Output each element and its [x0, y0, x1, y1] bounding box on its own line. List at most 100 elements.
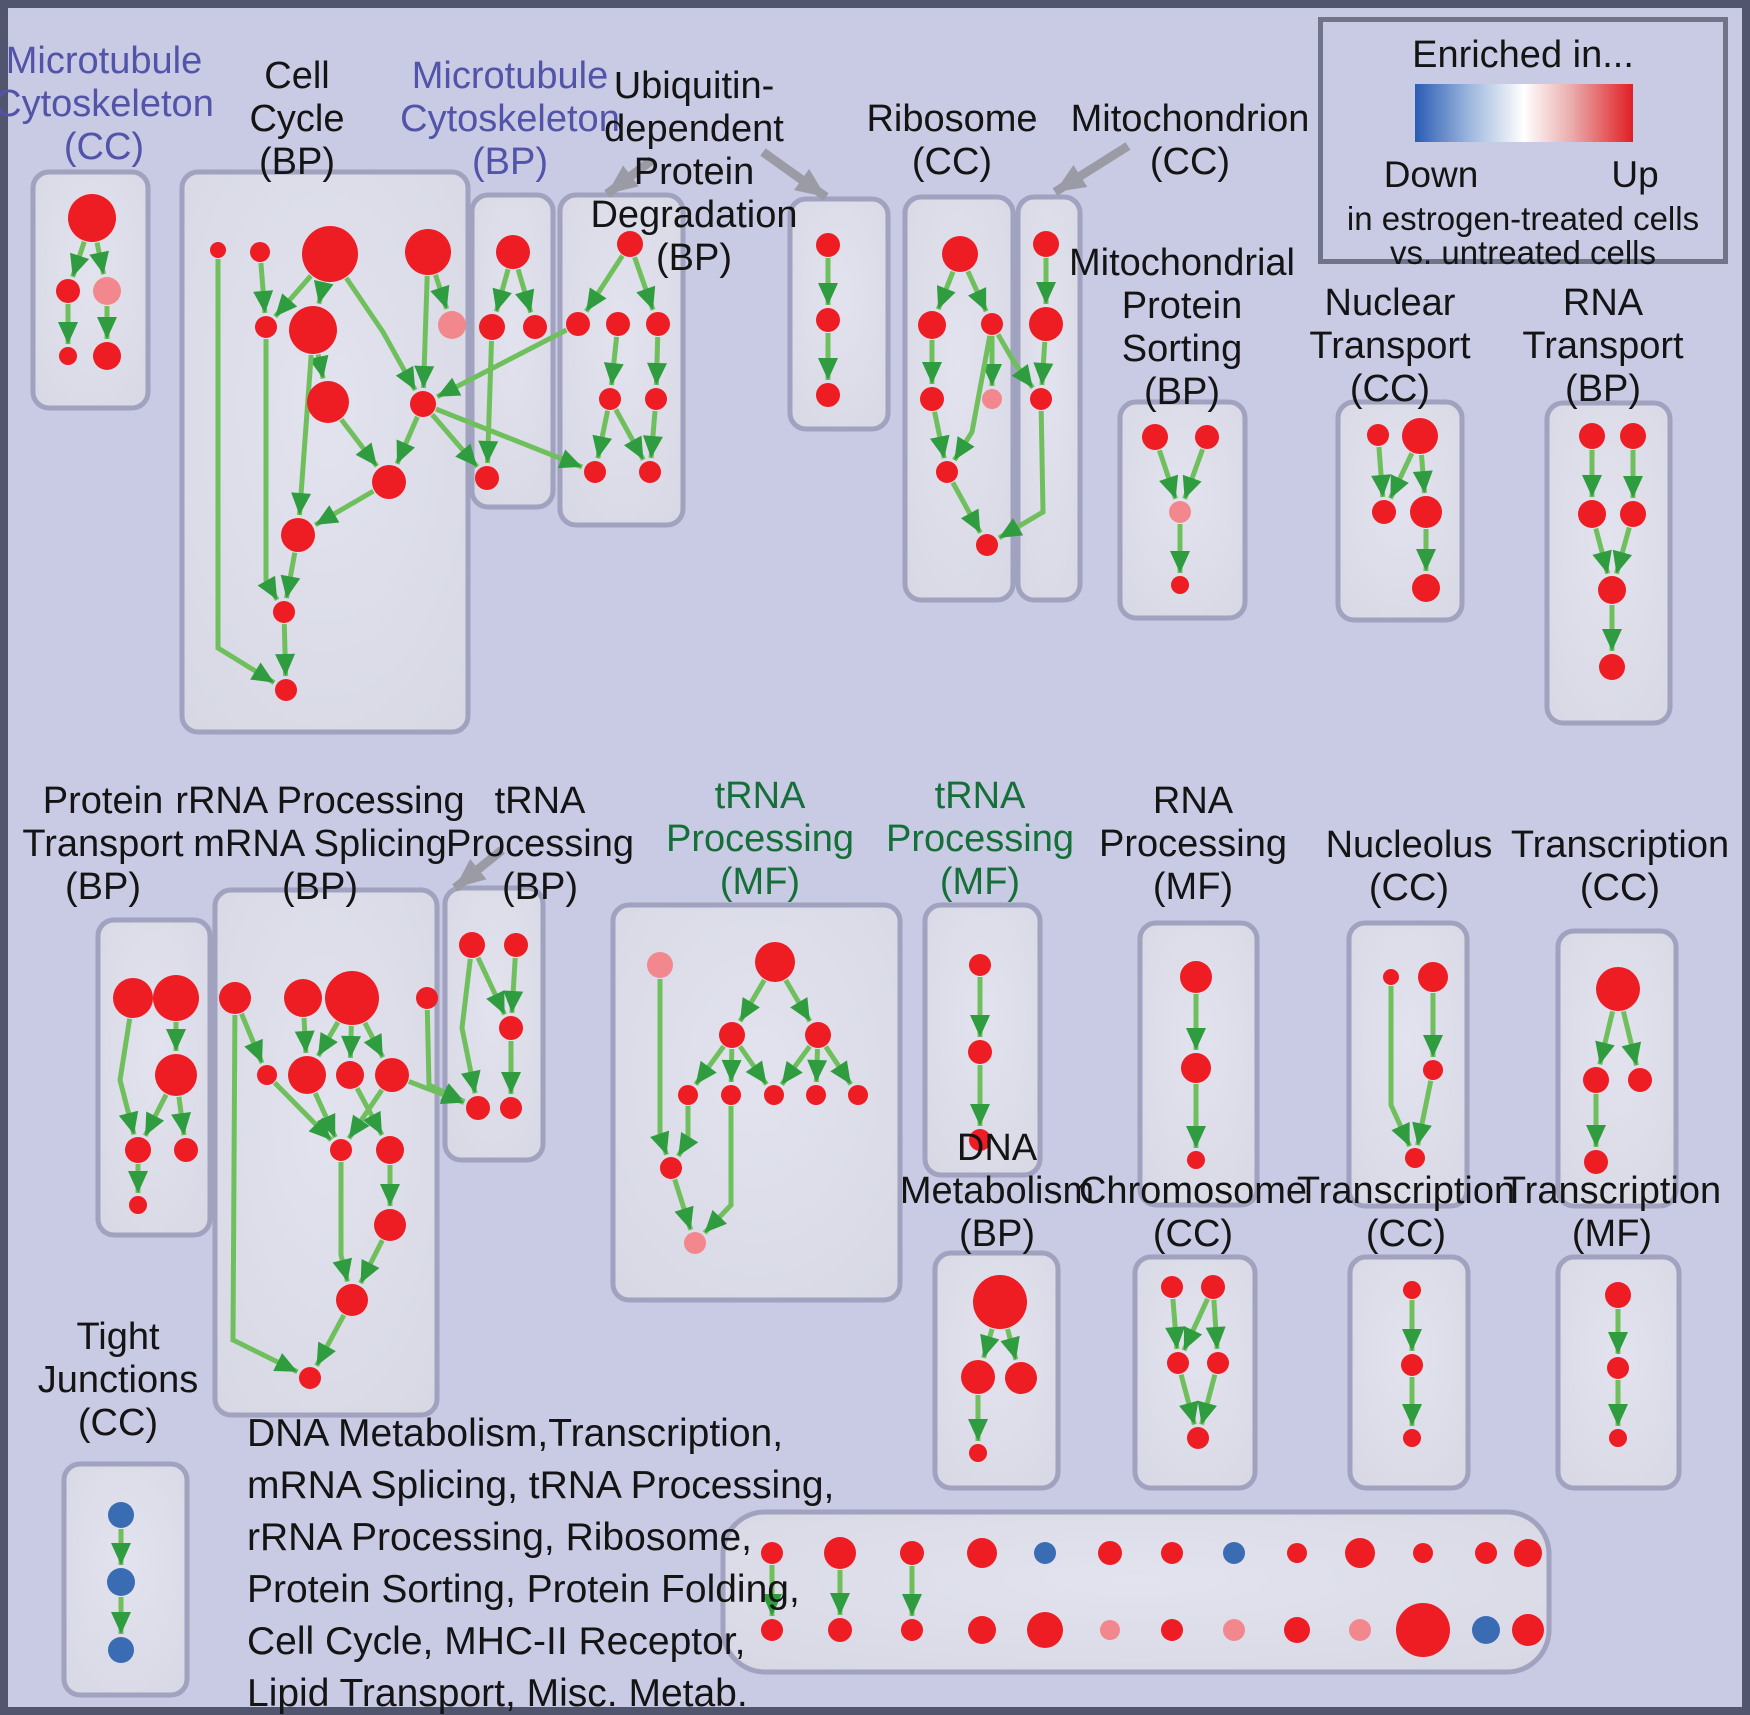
- edge: [1371, 446, 1392, 498]
- cluster-box-ubiquitin-degradation-right: [787, 196, 891, 432]
- node-cell-cycle-bp: [405, 229, 451, 275]
- node-dna-metabolism-bp: [973, 1275, 1027, 1329]
- node-misc-top: [1223, 1542, 1245, 1564]
- node-tight-junctions-cc: [108, 1502, 134, 1528]
- node-protein-transport-bp: [129, 1196, 147, 1214]
- edge: [341, 1025, 362, 1059]
- edge: [1033, 341, 1054, 386]
- node-misc-bottom: [1349, 1619, 1371, 1641]
- node-trna-processing-bp: [504, 933, 528, 957]
- node-ubiquitin-degradation-left: [599, 388, 621, 410]
- node-rrna-processing-mrna-splicing-bp: [257, 1065, 277, 1085]
- edge: [314, 1313, 347, 1367]
- node-transcription-cc-lower: [1403, 1281, 1421, 1299]
- node-rna-transport-bp: [1620, 423, 1646, 449]
- node-nucleolus-cc: [1423, 1060, 1443, 1080]
- node-mitochondrion-cc: [1033, 231, 1059, 257]
- node-trna-processing-mf-small: [968, 1040, 992, 1064]
- node-misc-bottom: [1396, 1603, 1450, 1657]
- node-nucleolus-cc: [1383, 969, 1399, 985]
- node-rrna-processing-mrna-splicing-bp: [416, 987, 438, 1009]
- edge: [672, 1178, 694, 1231]
- node-misc-bottom: [1100, 1620, 1120, 1640]
- node-ribosome-cc: [942, 236, 978, 272]
- edge: [650, 979, 670, 1156]
- edge: [346, 1088, 384, 1140]
- edge: [273, 274, 313, 319]
- node-cell-cycle-bp: [275, 679, 297, 701]
- node-trna-processing-mf-small: [969, 954, 991, 976]
- node-rna-transport-bp: [1579, 423, 1605, 449]
- node-protein-transport-bp: [125, 1137, 151, 1163]
- edge: [950, 481, 983, 534]
- edge: [1592, 527, 1612, 575]
- node-cell-cycle-bp: [255, 316, 277, 338]
- edge: [1165, 1298, 1186, 1350]
- edge: [313, 280, 334, 305]
- edge: [414, 275, 435, 389]
- node-microtubule-cytoskeleton-bp: [496, 235, 530, 269]
- node-cell-cycle-bp: [410, 391, 436, 417]
- node-misc-bottom: [968, 1616, 996, 1644]
- node-tight-junctions-cc: [107, 1568, 135, 1596]
- cluster-box-rrna-processing-mrna-splicing-bp: [212, 887, 440, 1418]
- edge: [239, 1012, 265, 1064]
- edges: [58, 240, 1643, 1634]
- node-misc-top: [1034, 1542, 1056, 1564]
- node-ubiquitin-degradation-left: [646, 312, 670, 336]
- node-tight-junctions-cc: [108, 1637, 134, 1663]
- node-cell-cycle-bp: [250, 242, 270, 262]
- node-cell-cycle-bp: [281, 518, 315, 552]
- edge: [1620, 1010, 1642, 1066]
- edge: [435, 406, 583, 470]
- node-nuclear-transport-cc: [1372, 500, 1396, 524]
- edge: [1157, 449, 1179, 500]
- node-rrna-processing-mrna-splicing-bp: [330, 1139, 352, 1161]
- legend-context-line2: vs. untreated cells: [1390, 234, 1656, 271]
- node-trna-processing-mf-large: [721, 1085, 741, 1105]
- node-misc-top: [1514, 1539, 1542, 1567]
- node-misc-top: [1475, 1542, 1497, 1564]
- node-microtubule-cytoskeleton-cc: [56, 279, 80, 303]
- node-misc-top: [1345, 1538, 1375, 1568]
- edge: [676, 1106, 699, 1158]
- edge: [737, 978, 767, 1023]
- node-nuclear-transport-cc: [1410, 496, 1442, 528]
- node-rna-processing-mf: [1180, 961, 1212, 993]
- node-dna-metabolism-bp: [969, 1444, 987, 1462]
- node-misc-top: [1287, 1543, 1307, 1563]
- node-rrna-processing-mrna-splicing-bp: [299, 1367, 321, 1389]
- node-misc-top: [1098, 1541, 1122, 1565]
- edge: [646, 336, 667, 386]
- node-protein-transport-bp: [153, 975, 199, 1021]
- edge: [1182, 448, 1205, 500]
- node-trna-processing-mf-large: [684, 1232, 706, 1254]
- edge: [430, 274, 450, 310]
- edge: [737, 1045, 769, 1086]
- nodes: [56, 194, 1652, 1663]
- node-ubiquitin-degradation-right: [816, 383, 840, 407]
- node-cell-cycle-bp: [210, 242, 226, 258]
- node-protein-transport-bp: [155, 1054, 197, 1096]
- node-transcription-mf: [1605, 1282, 1631, 1308]
- ubiquitin-arrow-right: [760, 148, 829, 201]
- edge: [314, 488, 375, 528]
- node-dna-metabolism-bp: [1005, 1362, 1037, 1394]
- edge: [436, 327, 568, 399]
- node-ribosome-cc: [920, 387, 944, 411]
- node-microtubule-cytoskeleton-cc: [93, 277, 121, 305]
- node-nucleolus-cc: [1405, 1148, 1425, 1168]
- edge: [515, 268, 535, 314]
- node-misc-bottom: [1027, 1612, 1063, 1648]
- node-misc-top: [1161, 1542, 1183, 1564]
- node-mitochondrial-protein-sorting-bp: [1169, 501, 1191, 523]
- edge: [362, 1021, 386, 1059]
- edge: [642, 410, 663, 459]
- node-ubiquitin-degradation-left: [566, 312, 590, 336]
- edge: [632, 256, 656, 311]
- edge: [952, 335, 993, 462]
- edge: [430, 412, 480, 469]
- node-microtubule-cytoskeleton-cc: [68, 194, 116, 242]
- mitochondrion-arrow: [1052, 142, 1131, 196]
